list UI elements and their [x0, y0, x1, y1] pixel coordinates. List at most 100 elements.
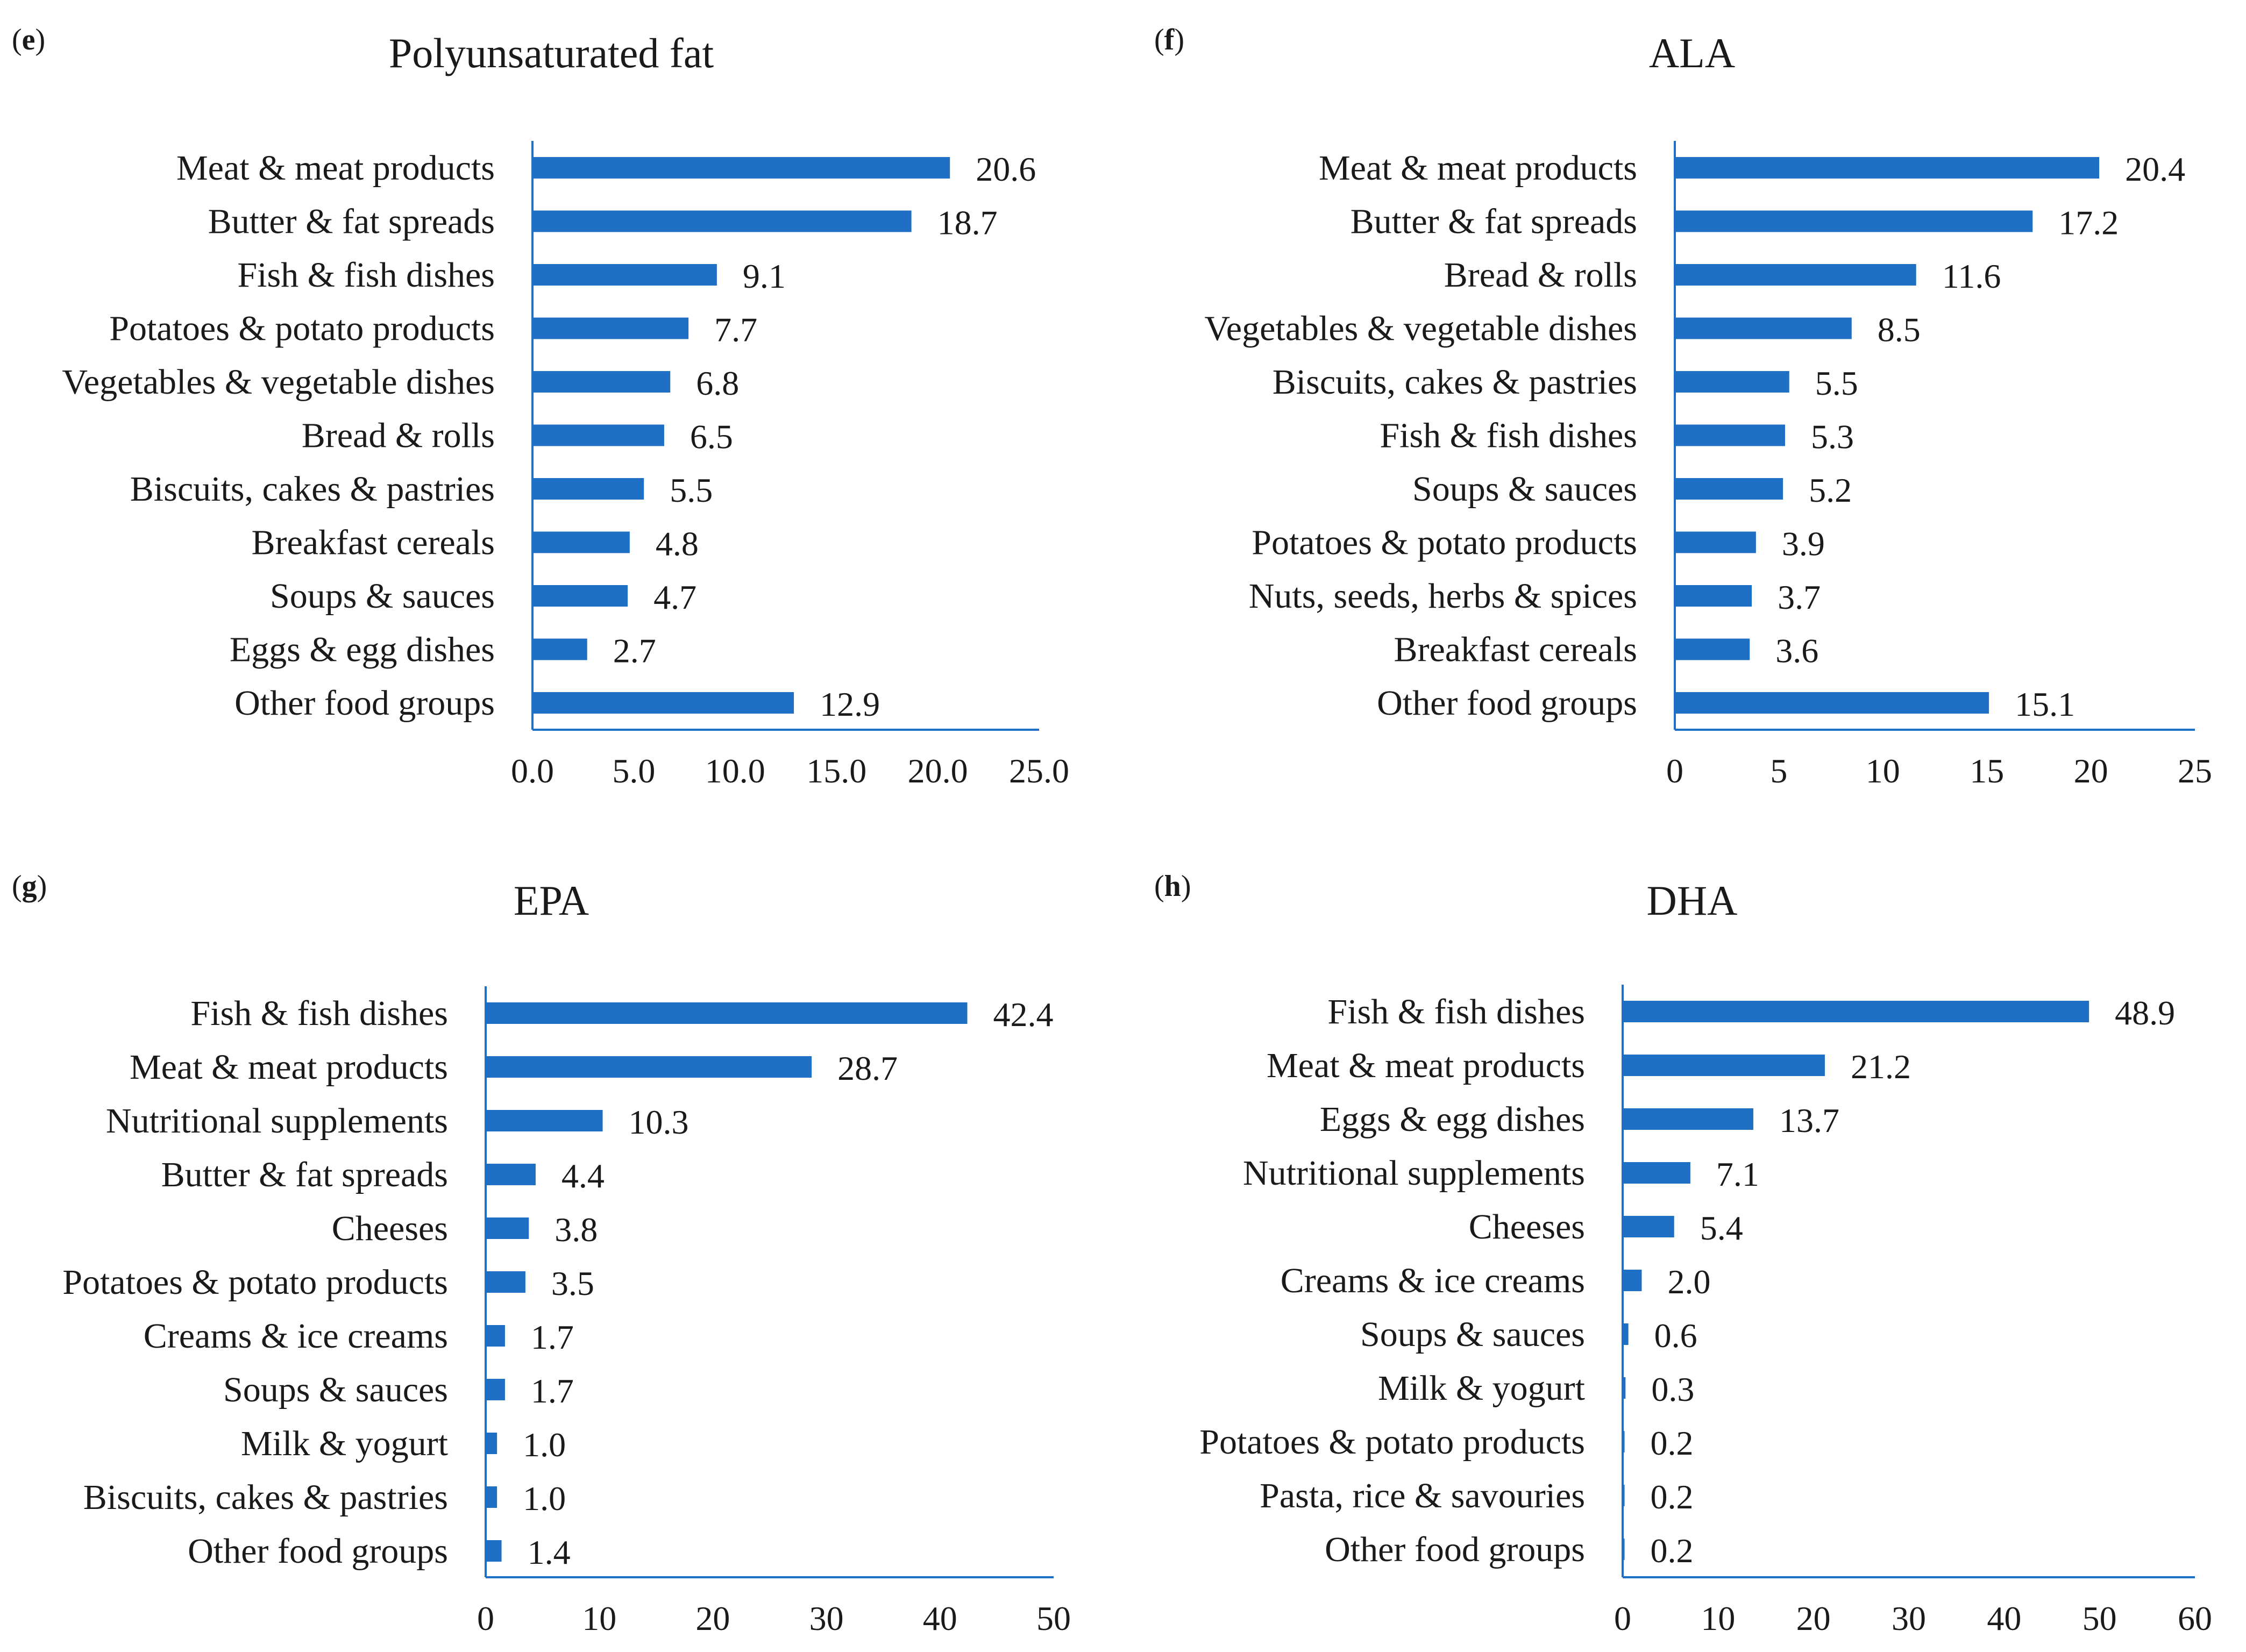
bar	[532, 585, 628, 607]
bar	[1675, 585, 1752, 607]
bar	[1675, 478, 1783, 500]
category-label: Creams & ice creams	[1281, 1261, 1585, 1300]
bar	[1623, 1055, 1825, 1076]
bar	[486, 1164, 536, 1185]
category-label: Biscuits, cakes & pastries	[83, 1478, 448, 1517]
category-label: Bread & rolls	[302, 416, 495, 455]
category-label: Soups & sauces	[270, 576, 495, 616]
value-label: 2.7	[613, 632, 656, 670]
category-label: Soups & sauces	[223, 1370, 448, 1409]
value-label: 17.2	[2058, 204, 2119, 242]
bar	[486, 1217, 529, 1239]
value-label: 15.1	[2015, 685, 2075, 723]
value-label: 3.5	[551, 1264, 594, 1302]
value-label: 3.9	[1782, 525, 1825, 563]
x-tick-label: 15	[1970, 752, 2004, 790]
bar	[532, 264, 717, 286]
x-tick-label: 0	[1666, 752, 1683, 790]
category-label: Breakfast cereals	[1394, 630, 1637, 670]
bar	[1675, 317, 1852, 339]
panel-label: (f)	[1154, 23, 1184, 56]
value-label: 8.5	[1878, 311, 1921, 349]
x-tick-label: 0	[1614, 1599, 1631, 1637]
x-tick-label: 0.0	[511, 752, 554, 790]
value-label: 4.8	[656, 525, 699, 563]
bar	[1675, 531, 1756, 553]
bar	[532, 371, 671, 393]
category-label: Meat & meat products	[176, 148, 495, 188]
value-label: 0.2	[1651, 1424, 1694, 1462]
category-label: Cheeses	[1469, 1207, 1585, 1247]
bar	[532, 424, 664, 446]
value-label: 3.8	[555, 1210, 598, 1249]
bar	[486, 1540, 502, 1562]
category-label: Breakfast cereals	[251, 523, 495, 562]
bar	[1623, 1108, 1753, 1130]
category-label: Nutritional supplements	[1243, 1153, 1585, 1193]
value-label: 10.3	[629, 1103, 689, 1141]
value-label: 5.4	[1700, 1209, 1743, 1247]
category-label: Fish & fish dishes	[1380, 416, 1637, 455]
chart-title: Polyunsaturated fat	[389, 30, 714, 76]
category-label: Nuts, seeds, herbs & spices	[1249, 576, 1637, 616]
value-label: 21.2	[1851, 1048, 1911, 1086]
x-tick-label: 30	[809, 1599, 844, 1637]
bar	[532, 210, 912, 232]
x-tick-label: 20	[1796, 1599, 1831, 1637]
bar	[532, 478, 644, 500]
value-label: 1.7	[531, 1372, 574, 1410]
value-label: 1.0	[523, 1426, 566, 1464]
value-label: 20.4	[2125, 150, 2185, 188]
category-label: Milk & yogurt	[1378, 1369, 1585, 1408]
chart-title: ALA	[1649, 30, 1735, 76]
category-label: Other food groups	[234, 683, 495, 723]
bar	[532, 692, 794, 714]
bar	[1675, 157, 2100, 179]
value-label: 1.4	[528, 1533, 571, 1571]
category-label: Milk & yogurt	[241, 1424, 448, 1463]
x-tick-label: 40	[1987, 1599, 2021, 1637]
category-label: Eggs & egg dishes	[1320, 1100, 1585, 1139]
category-label: Fish & fish dishes	[190, 994, 448, 1033]
category-label: Biscuits, cakes & pastries	[1273, 362, 1637, 402]
chart-panel-g: (g) EPA Fish & fish dishes 42.4 Meat & meat …	[0, 826, 1123, 1652]
panel-label: (h)	[1154, 870, 1191, 903]
x-tick-label: 10	[582, 1599, 616, 1637]
value-label: 20.6	[976, 150, 1036, 188]
value-label: 7.7	[714, 311, 757, 349]
bar	[1675, 371, 1789, 393]
value-label: 42.4	[993, 995, 1053, 1034]
category-label: Fish & fish dishes	[237, 255, 495, 295]
chart-g: (g) EPA Fish & fish dishes 42.4 Meat & meat …	[12, 870, 1071, 1637]
category-label: Potatoes & potato products	[1252, 523, 1637, 562]
category-label: Other food groups	[188, 1532, 448, 1571]
category-label: Meat & meat products	[1267, 1046, 1585, 1085]
category-label: Bread & rolls	[1444, 255, 1637, 295]
panel-label: (g)	[12, 870, 47, 903]
category-label: Pasta, rice & savouries	[1260, 1476, 1585, 1515]
x-tick-label: 25.0	[1009, 752, 1069, 790]
value-label: 4.4	[562, 1157, 605, 1195]
value-label: 13.7	[1779, 1101, 1839, 1140]
category-label: Biscuits, cakes & pastries	[130, 469, 495, 509]
x-tick-label: 20	[2074, 752, 2108, 790]
x-tick-label: 50	[2082, 1599, 2117, 1637]
bar	[1675, 264, 1916, 286]
category-label: Potatoes & potato products	[1199, 1422, 1585, 1462]
value-label: 3.7	[1778, 578, 1821, 616]
chart-h: (h) DHA Fish & fish dishes 48.9 Meat & meat …	[1154, 870, 2212, 1637]
value-label: 5.5	[1815, 364, 1858, 402]
value-label: 48.9	[2115, 994, 2175, 1032]
value-label: 0.3	[1651, 1370, 1694, 1408]
value-label: 5.3	[1811, 418, 1854, 456]
value-label: 18.7	[937, 204, 998, 242]
bar	[532, 531, 630, 553]
value-label: 3.6	[1775, 632, 1818, 670]
category-label: Vegetables & vegetable dishes	[62, 362, 495, 402]
chart-panel-h: (h) DHA Fish & fish dishes 48.9 Meat & meat …	[1123, 826, 2246, 1652]
chart-panel-e: (e) Polyunsaturated fat Meat & meat produc…	[0, 0, 1123, 826]
category-label: Other food groups	[1325, 1530, 1585, 1569]
category-label: Eggs & egg dishes	[230, 630, 495, 670]
value-label: 11.6	[1942, 257, 2001, 295]
chart-panel-f: (f) ALA Meat & meat products 20.4 Butter & f…	[1123, 0, 2246, 826]
